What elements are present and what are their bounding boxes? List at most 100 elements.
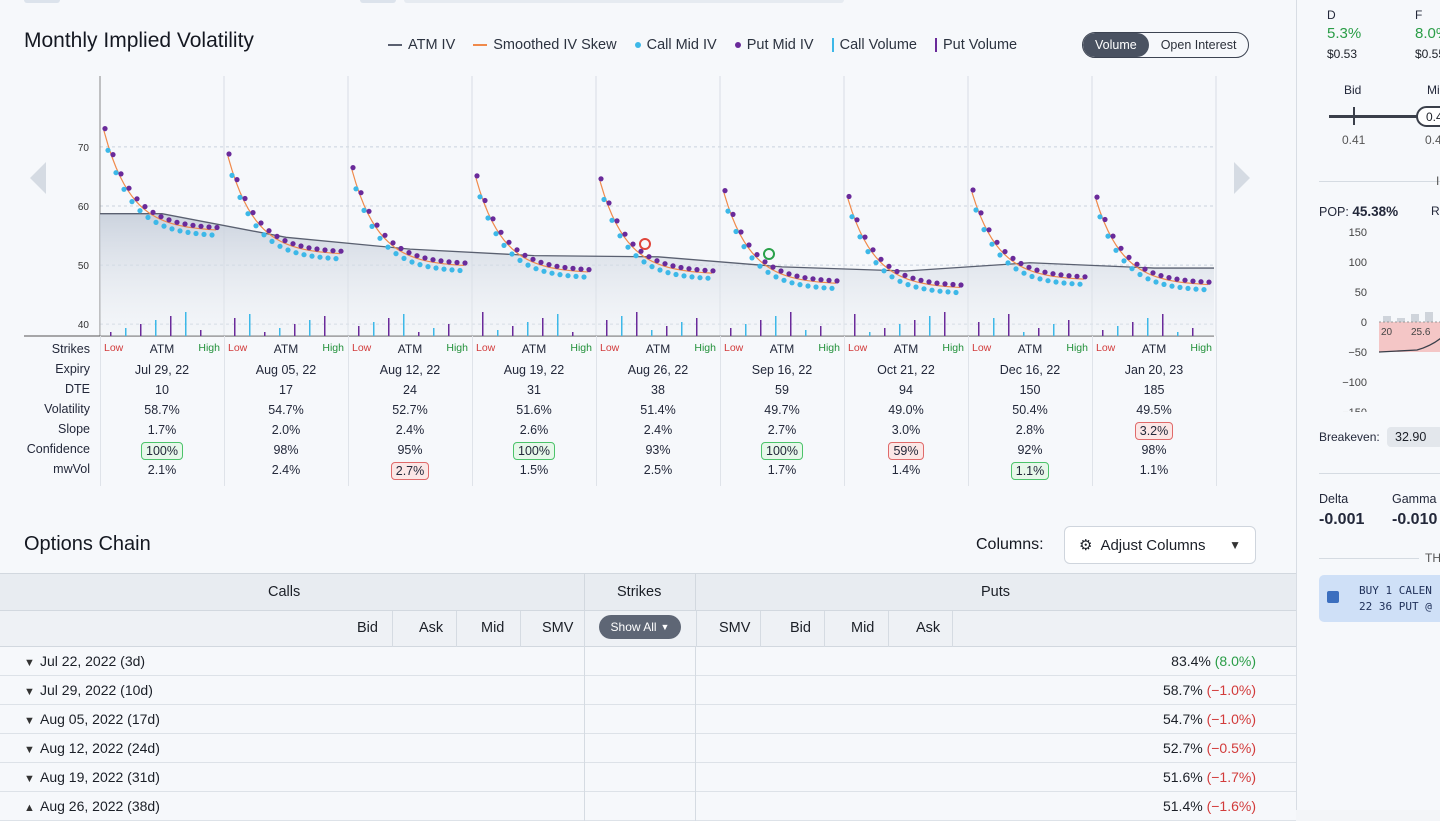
- call-mid-iv-point: [269, 238, 275, 244]
- strike-atm-label[interactable]: ATM: [1141, 342, 1167, 356]
- call-volume-bar: [1053, 324, 1055, 336]
- put-mid-iv-point: [446, 259, 452, 265]
- put-col-smv[interactable]: SMV: [719, 620, 751, 636]
- put-mid-iv-point: [646, 254, 652, 260]
- strike-range: ATM Low High: [348, 342, 472, 358]
- stat-volatility: 49.5%: [1136, 403, 1172, 417]
- put-mid-iv-point: [226, 151, 232, 157]
- strike-atm-label[interactable]: ATM: [397, 342, 423, 356]
- trade-ticket[interactable]: BUY 1 CALEN 22 36 PUT @: [1319, 575, 1440, 622]
- put-col-ask[interactable]: Ask: [916, 620, 941, 636]
- expiry-row[interactable]: ▼ Aug 12, 2022 (24d) 52.7% (−0.5%): [0, 734, 1296, 763]
- chart-next-arrow-icon[interactable]: [1234, 162, 1250, 194]
- chevron-down-icon[interactable]: ▼: [24, 744, 35, 756]
- legend-smoothed-skew[interactable]: Smoothed IV Skew: [473, 37, 617, 53]
- strike-low-label[interactable]: Low: [104, 342, 124, 354]
- expiry-row-label[interactable]: ▼ Jul 22, 2022 (3d): [24, 653, 146, 669]
- legend-call-mid-iv[interactable]: Call Mid IV: [634, 37, 717, 53]
- strike-high-label[interactable]: High: [694, 342, 716, 354]
- strike-high-label[interactable]: High: [942, 342, 964, 354]
- put-mid-iv-point: [290, 241, 296, 247]
- strike-high-label[interactable]: High: [570, 342, 592, 354]
- strike-atm-label[interactable]: ATM: [893, 342, 919, 356]
- expiry-row-label[interactable]: ▼ Aug 05, 2022 (17d): [24, 711, 160, 727]
- call-col-bid[interactable]: Bid: [357, 620, 378, 636]
- put-col-mid[interactable]: Mid: [851, 620, 875, 636]
- put-mid-iv-point: [314, 246, 320, 252]
- strike-atm-label[interactable]: ATM: [521, 342, 547, 356]
- adjust-columns-dropdown[interactable]: ⚙ Adjust Columns ▼: [1064, 526, 1256, 564]
- expiry-row[interactable]: ▼ Jul 22, 2022 (3d) 83.4% (8.0%): [0, 647, 1296, 676]
- legend-put-mid-iv[interactable]: Put Mid IV: [734, 37, 814, 53]
- call-mid-iv-point: [317, 254, 323, 260]
- expiry-row[interactable]: ▼ Aug 05, 2022 (17d) 54.7% (−1.0%): [0, 705, 1296, 734]
- chevron-up-icon[interactable]: ▲: [24, 802, 35, 814]
- adjust-columns-label: Adjust Columns: [1100, 536, 1206, 554]
- expiry-row[interactable]: ▼ Aug 19, 2022 (31d) 51.6% (−1.7%): [0, 763, 1296, 792]
- stat-confidence: 100%: [472, 442, 596, 460]
- slider-bid-marker[interactable]: [1353, 107, 1355, 125]
- strike-high-label[interactable]: High: [446, 342, 468, 354]
- expiry-row-label[interactable]: ▼ Aug 12, 2022 (24d): [24, 740, 160, 756]
- stat-dte: 17: [279, 383, 293, 397]
- y-tick-label: 50: [78, 261, 90, 272]
- call-mid-iv-point: [485, 215, 491, 221]
- strike-low-label[interactable]: Low: [352, 342, 372, 354]
- strike-low-label[interactable]: Low: [972, 342, 992, 354]
- toggle-volume[interactable]: Volume: [1083, 33, 1149, 57]
- put-volume-bar: [666, 326, 668, 336]
- put-col-bid[interactable]: Bid: [790, 620, 811, 636]
- call-volume-bar: [621, 316, 623, 336]
- strike-atm-label[interactable]: ATM: [273, 342, 299, 356]
- strike-high-label[interactable]: High: [1066, 342, 1088, 354]
- stat-slope: 2.4%: [395, 423, 425, 437]
- call-volume-bar: [899, 324, 901, 336]
- stat-slope: 2.8%: [1015, 423, 1045, 437]
- legend-atm-iv[interactable]: ATM IV: [388, 37, 455, 53]
- strike-high-label[interactable]: High: [322, 342, 344, 354]
- expiry-row[interactable]: ▲ Aug 26, 2022 (38d) 51.4% (−1.6%): [0, 792, 1296, 821]
- call-col-mid[interactable]: Mid: [481, 620, 505, 636]
- expiry-row-label[interactable]: ▼ Aug 19, 2022 (31d): [24, 769, 160, 785]
- chevron-down-icon[interactable]: ▼: [24, 657, 35, 669]
- call-mid-iv-point: [425, 264, 431, 270]
- strike-low-label[interactable]: Low: [228, 342, 248, 354]
- strike-low-label[interactable]: Low: [848, 342, 868, 354]
- show-all-strikes-dropdown[interactable]: Show All ▼: [599, 615, 681, 639]
- strike-atm-label[interactable]: ATM: [1017, 342, 1043, 356]
- expiry-row[interactable]: ▼ Jul 29, 2022 (10d) 58.7% (−1.0%): [0, 676, 1296, 705]
- legend-call-volume[interactable]: Call Volume: [831, 37, 917, 53]
- chevron-down-icon[interactable]: ▼: [24, 715, 35, 727]
- put-volume-bar: [760, 320, 762, 336]
- toggle-open-interest[interactable]: Open Interest: [1160, 38, 1237, 52]
- put-mid-iv-point: [878, 256, 884, 262]
- strike-low-label[interactable]: Low: [600, 342, 620, 354]
- slider-mid-handle[interactable]: 0.4: [1416, 106, 1440, 127]
- expiry-row-label[interactable]: ▲ Aug 26, 2022 (38d): [24, 798, 160, 814]
- strike-high-label[interactable]: High: [1190, 342, 1212, 354]
- strike-high-label[interactable]: High: [198, 342, 220, 354]
- price-slider[interactable]: [1329, 115, 1440, 118]
- strike-low-label[interactable]: Low: [724, 342, 744, 354]
- row-label-slope: Slope: [58, 422, 90, 436]
- strike-low-label[interactable]: Low: [1096, 342, 1116, 354]
- strike-atm-label[interactable]: ATM: [769, 342, 795, 356]
- chart-prev-arrow-icon[interactable]: [30, 162, 46, 194]
- call-col-ask[interactable]: Ask: [419, 620, 444, 636]
- strike-low-label[interactable]: Low: [476, 342, 496, 354]
- volume-oi-toggle[interactable]: Volume Open Interest: [1082, 32, 1250, 58]
- call-col-smv[interactable]: SMV: [542, 620, 574, 636]
- chevron-down-icon[interactable]: ▼: [24, 686, 35, 698]
- put-mid-iv-point: [414, 253, 420, 259]
- call-volume-bar: [527, 322, 529, 336]
- strike-high-label[interactable]: High: [818, 342, 840, 354]
- copy-icon[interactable]: [1327, 591, 1339, 603]
- strike-atm-label[interactable]: ATM: [149, 342, 175, 356]
- strike-atm-label[interactable]: ATM: [645, 342, 671, 356]
- grid-divider: [1092, 336, 1093, 486]
- call-mid-iv-point: [609, 217, 615, 223]
- put-mid-iv-point: [686, 266, 692, 272]
- legend-put-volume[interactable]: Put Volume: [934, 37, 1017, 53]
- expiry-row-label[interactable]: ▼ Jul 29, 2022 (10d): [24, 682, 153, 698]
- chevron-down-icon[interactable]: ▼: [24, 773, 35, 785]
